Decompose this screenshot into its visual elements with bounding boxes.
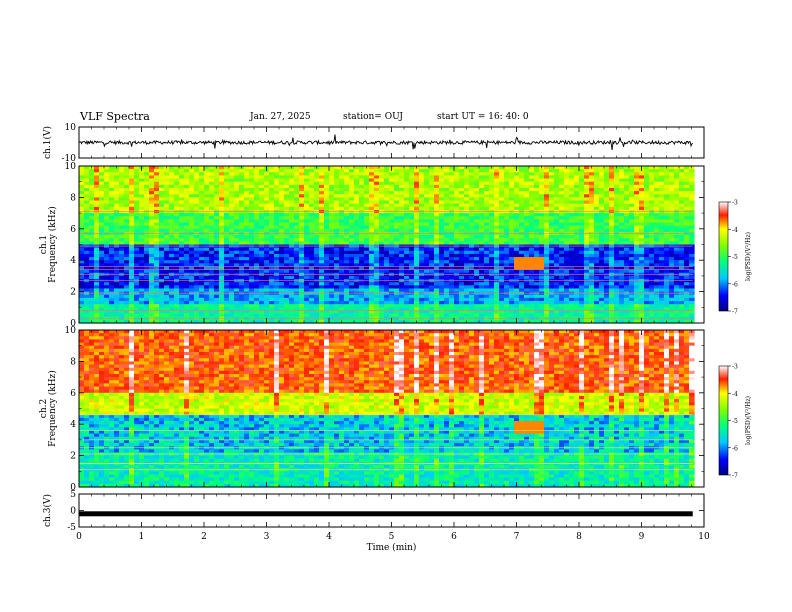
colorbar-tick-label: -5 — [732, 418, 738, 425]
chart-title: VLF Spectra — [80, 110, 150, 123]
x-tick-label: 0 — [76, 532, 82, 542]
y-tick-label: 10 — [65, 123, 77, 133]
date-label: Jan. 27, 2025 — [250, 112, 311, 122]
ch1-waveform-trace — [79, 134, 694, 151]
x-axis-label: Time (min) — [367, 542, 417, 553]
y-tick-label: 10 — [65, 162, 77, 172]
station-label: station= OUJ — [343, 112, 404, 122]
x-tick-label: 2 — [201, 532, 207, 542]
colorbar-tick-label: -7 — [732, 309, 738, 316]
y-tick-label: 8 — [70, 357, 76, 367]
y-axis-label: ch.2 — [39, 399, 49, 418]
x-tick-label: 1 — [139, 532, 145, 542]
y-tick-label: 6 — [70, 389, 76, 399]
x-tick-label: 10 — [698, 532, 710, 542]
colorbar-tick-label: -6 — [732, 445, 738, 452]
y-axis-label: ch.1 — [39, 235, 49, 254]
colorbar-label: log(PSD)(V²/Hz) — [745, 396, 752, 445]
y-tick-label: 4 — [70, 420, 76, 430]
x-tick-label: 3 — [264, 532, 270, 542]
y-axis-label: Frequency (kHz) — [47, 370, 58, 447]
x-tick-label: 7 — [514, 532, 520, 542]
colorbar-tick-label: -3 — [732, 364, 738, 371]
colorbar — [718, 365, 729, 476]
colorbar-tick-label: -6 — [732, 281, 738, 288]
y-axis-label: ch.1(V) — [42, 126, 53, 159]
y-tick-label: 5 — [70, 490, 76, 500]
colorbar-tick-label: -5 — [732, 254, 738, 261]
y-tick-label: 0 — [70, 507, 76, 517]
colorbar-tick-label: -3 — [732, 200, 738, 207]
y-tick-label: 10 — [65, 326, 77, 336]
ch2-spectrogram-image — [79, 330, 695, 488]
ch3-waveform-trace — [79, 511, 693, 517]
y-tick-label: 4 — [70, 256, 76, 266]
y-tick-label: 2 — [70, 452, 76, 462]
x-tick-label: 9 — [639, 532, 645, 542]
colorbar-label: log(PSD)(V²/Hz) — [745, 232, 752, 281]
y-tick-label: 2 — [70, 288, 76, 298]
colorbar — [718, 201, 729, 312]
ch1-spectrogram-image — [79, 166, 695, 324]
x-tick-label: 6 — [451, 532, 457, 542]
colorbar-tick-label: -7 — [732, 473, 738, 480]
y-tick-label: -5 — [67, 523, 76, 533]
y-tick-label: -10 — [62, 154, 77, 164]
x-tick-label: 5 — [389, 532, 395, 542]
y-tick-label: 0 — [70, 483, 76, 493]
y-tick-label: 6 — [70, 225, 76, 235]
y-tick-label: 0 — [70, 319, 76, 329]
y-axis-label: Frequency (kHz) — [47, 206, 58, 283]
colorbar-tick-label: -4 — [732, 391, 738, 398]
x-tick-label: 8 — [576, 532, 582, 542]
start-time-label: start UT = 16: 40: 0 — [437, 112, 529, 122]
x-tick-label: 4 — [326, 532, 332, 542]
y-axis-label: ch.3(V) — [42, 494, 53, 527]
y-tick-label: 8 — [70, 193, 76, 203]
colorbar-tick-label: -4 — [732, 227, 738, 234]
